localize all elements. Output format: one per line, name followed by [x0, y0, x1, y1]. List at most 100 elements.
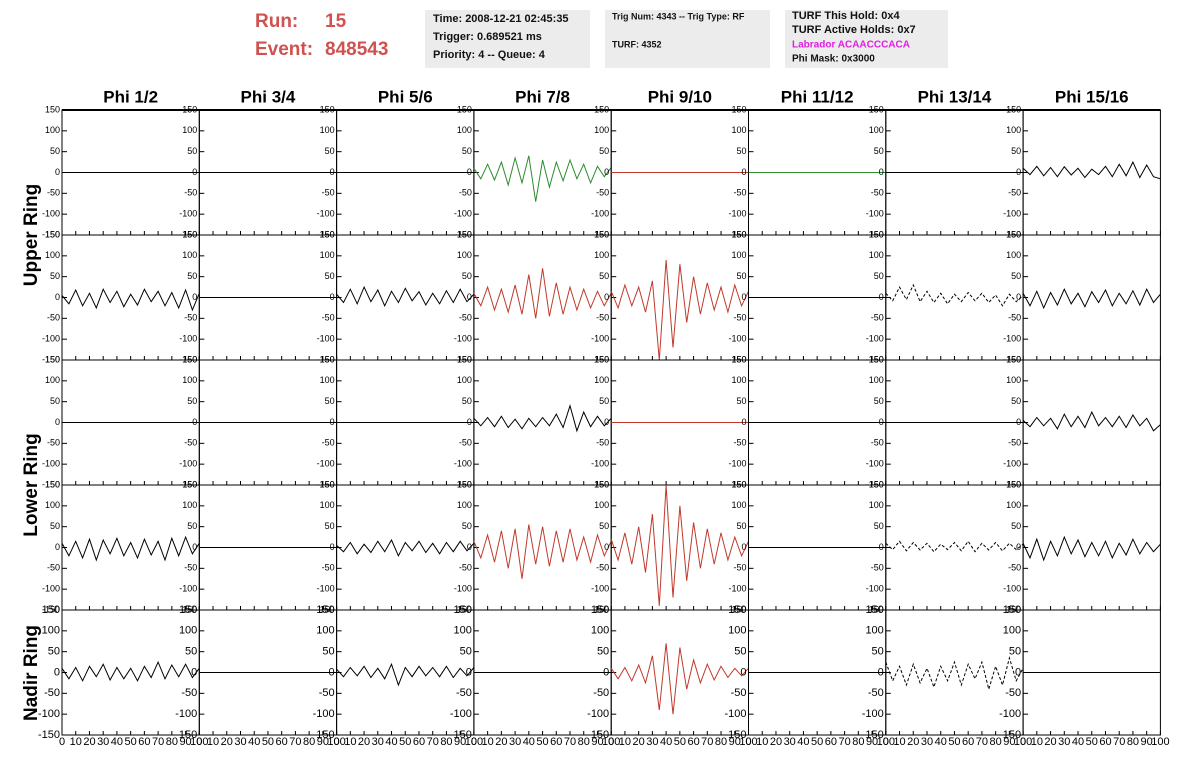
y-tick-label: -150	[179, 604, 197, 614]
y-tick-label: -100	[1003, 584, 1021, 594]
y-tick-label: 50	[597, 646, 609, 658]
y-tick-label: -50	[1008, 188, 1021, 198]
x-tick-label: 90	[1141, 736, 1153, 748]
y-tick-label: -100	[450, 708, 472, 720]
y-tick-label: 150	[45, 354, 60, 364]
y-tick-label: 0	[54, 666, 60, 678]
y-tick-label: 150	[457, 229, 472, 239]
y-tick-label: 0	[879, 167, 884, 177]
y-tick-label: 0	[467, 167, 472, 177]
x-tick-label: 0	[883, 736, 889, 748]
y-tick-label: 100	[320, 250, 335, 260]
run-label: Run:	[255, 11, 298, 32]
x-tick-label: 60	[962, 736, 974, 748]
waveform	[473, 404, 612, 433]
x-tick-label: 80	[303, 736, 315, 748]
y-tick-label: 100	[1003, 625, 1021, 637]
x-tick-label: 100	[190, 736, 208, 748]
info-text: TURF: 4352	[612, 39, 662, 49]
x-tick-label: 90	[454, 736, 466, 748]
y-tick-label: -150	[1003, 604, 1021, 614]
y-tick-label: 150	[728, 604, 746, 616]
y-tick-label: 150	[869, 354, 884, 364]
x-tick-label: 100	[465, 736, 483, 748]
y-tick-label: 100	[45, 375, 60, 385]
x-tick-label: 80	[990, 736, 1002, 748]
y-tick-label: -150	[317, 354, 335, 364]
waveform	[610, 484, 749, 606]
y-tick-label: -100	[175, 708, 197, 720]
x-tick-label: 20	[221, 736, 233, 748]
x-tick-label: 60	[825, 736, 837, 748]
y-tick-label: 150	[594, 354, 609, 364]
waveform	[1022, 287, 1161, 310]
y-tick-label: -100	[179, 459, 197, 469]
waveform	[1022, 535, 1161, 562]
y-tick-label: 100	[731, 375, 746, 385]
y-tick-label: 50	[599, 271, 609, 281]
y-tick-label: 150	[865, 604, 883, 616]
y-tick-label: 150	[45, 479, 60, 489]
y-tick-label: -100	[587, 708, 609, 720]
y-tick-label: -50	[871, 438, 884, 448]
y-tick-label: -150	[317, 229, 335, 239]
x-tick-label: 30	[646, 736, 658, 748]
y-tick-label: 0	[55, 167, 60, 177]
y-tick-label: -150	[866, 479, 884, 489]
y-tick-label: 100	[457, 500, 472, 510]
y-tick-label: 100	[731, 250, 746, 260]
y-tick-label: -100	[179, 334, 197, 344]
y-tick-label: 150	[457, 479, 472, 489]
y-tick-label: 150	[1006, 354, 1021, 364]
y-tick-label: 50	[872, 646, 884, 658]
y-tick-label: -100	[42, 584, 60, 594]
y-tick-label: 150	[182, 229, 197, 239]
y-tick-label: -50	[459, 313, 472, 323]
row-label: Upper Ring	[21, 184, 42, 286]
plot-grid: Phi 1/2 Phi 3/4 Phi 5/6 Phi 7/8 Phi 9/10 Phi …	[21, 87, 1170, 747]
y-tick-label: 150	[594, 229, 609, 239]
y-tick-label: -100	[866, 209, 884, 219]
x-tick-label: 80	[166, 736, 178, 748]
x-tick-label: 40	[660, 736, 672, 748]
x-tick-label: 20	[495, 736, 507, 748]
y-tick-label: -50	[184, 563, 197, 573]
y-tick-label: -50	[44, 687, 60, 699]
column-title: Phi 11/12	[781, 87, 854, 106]
y-tick-label: 50	[599, 146, 609, 156]
x-tick-label: 40	[111, 736, 123, 748]
y-tick-label: -50	[1008, 313, 1021, 323]
y-tick-label: 50	[187, 396, 197, 406]
y-tick-label: -50	[181, 687, 197, 699]
x-tick-label: 0	[1020, 736, 1026, 748]
x-tick-label: 50	[125, 736, 137, 748]
y-tick-label: -50	[731, 687, 747, 699]
y-tick-label: -100	[454, 209, 472, 219]
waveform	[473, 268, 612, 319]
y-tick-label: 0	[467, 292, 472, 302]
info-text: Trigger: 0.689521 ms	[433, 31, 542, 43]
y-tick-label: 0	[55, 417, 60, 427]
y-tick-label: -50	[184, 438, 197, 448]
y-tick-label: 50	[325, 146, 335, 156]
y-tick-label: 100	[457, 250, 472, 260]
y-tick-label: -100	[728, 334, 746, 344]
x-tick-label: 10	[482, 736, 494, 748]
y-tick-label: 100	[1006, 375, 1021, 385]
y-tick-label: 50	[874, 146, 884, 156]
info-box	[425, 10, 590, 68]
y-tick-label: -50	[47, 188, 60, 198]
y-tick-label: -150	[724, 729, 746, 741]
event-label: Event:	[255, 39, 313, 60]
y-tick-label: -150	[454, 354, 472, 364]
y-tick-label: -50	[47, 438, 60, 448]
x-tick-label: 0	[59, 736, 65, 748]
x-tick-label: 50	[262, 736, 274, 748]
y-tick-label: 100	[591, 625, 609, 637]
y-tick-label: -150	[317, 604, 335, 614]
y-tick-label: -150	[591, 229, 609, 239]
y-tick-label: 150	[594, 479, 609, 489]
y-tick-label: 100	[182, 250, 197, 260]
y-tick-label: 100	[731, 500, 746, 510]
y-tick-label: -150	[591, 479, 609, 489]
